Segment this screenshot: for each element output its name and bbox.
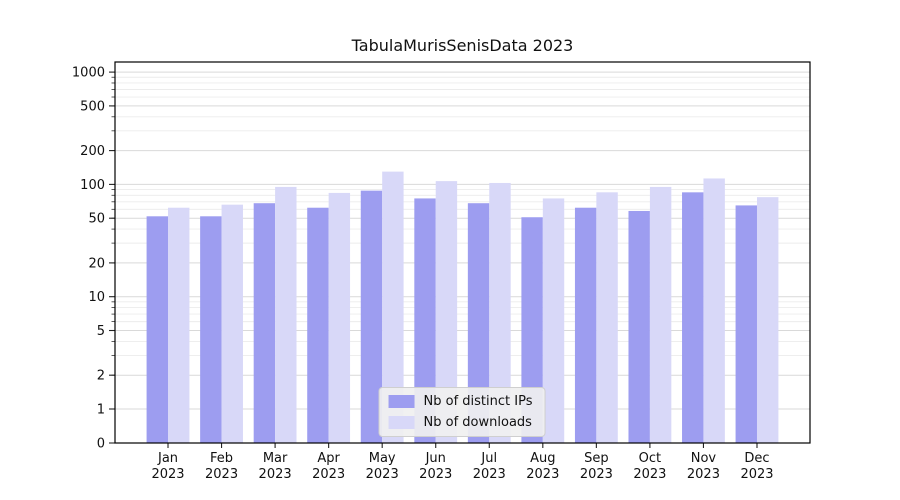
bar-downloads bbox=[649, 186, 672, 443]
x-tick-label-month: Jun bbox=[425, 451, 446, 466]
y-tick-label: 2 bbox=[97, 369, 105, 384]
bar-distinct-ips bbox=[574, 207, 597, 443]
legend-label-downloads: Nb of downloads bbox=[423, 415, 532, 430]
x-tick-label-year: 2023 bbox=[473, 467, 506, 482]
bar-distinct-ips bbox=[467, 203, 490, 443]
y-tick-label: 200 bbox=[80, 144, 105, 159]
bar-downloads bbox=[756, 197, 779, 443]
y-tick-label: 5 bbox=[97, 324, 105, 339]
bar-distinct-ips bbox=[200, 216, 222, 443]
legend-item-downloads: Nb of downloads bbox=[388, 415, 533, 430]
x-tick-label-year: 2023 bbox=[151, 467, 184, 482]
legend-swatch-distinct-ips bbox=[388, 395, 415, 408]
x-tick-label-month: Sep bbox=[584, 451, 609, 466]
bar-downloads bbox=[221, 204, 243, 443]
legend-swatch-downloads bbox=[388, 416, 415, 429]
x-tick-label-year: 2023 bbox=[740, 467, 773, 482]
bar-distinct-ips bbox=[307, 207, 329, 443]
y-tick-label: 500 bbox=[80, 99, 105, 114]
legend-label-distinct-ips: Nb of distinct IPs bbox=[423, 394, 533, 409]
bar-downloads bbox=[435, 181, 458, 443]
x-tick-label-year: 2023 bbox=[526, 467, 559, 482]
x-tick-label-month: Oct bbox=[639, 451, 661, 466]
y-tick-label: 20 bbox=[88, 256, 105, 271]
x-tick-label-year: 2023 bbox=[687, 467, 720, 482]
bars: Jan2023Feb2023Mar2023Apr2023May2023Jun20… bbox=[146, 171, 779, 482]
y-tick-label: 100 bbox=[80, 178, 105, 193]
bar-distinct-ips bbox=[360, 190, 383, 443]
chart-title: TabulaMurisSenisData 2023 bbox=[351, 36, 574, 55]
bar-distinct-ips bbox=[735, 205, 757, 443]
bar-downloads bbox=[489, 182, 511, 443]
bar-downloads bbox=[168, 207, 190, 443]
x-tick-label-year: 2023 bbox=[580, 467, 613, 482]
x-tick-label-month: May bbox=[369, 451, 396, 466]
x-tick-label-month: Apr bbox=[317, 451, 340, 466]
x-tick-label-year: 2023 bbox=[205, 467, 238, 482]
bar-distinct-ips bbox=[682, 192, 704, 443]
x-tick-label-month: Feb bbox=[210, 451, 233, 466]
x-tick-label-month: Aug bbox=[530, 451, 555, 466]
x-tick-label-year: 2023 bbox=[419, 467, 452, 482]
x-tick-label-year: 2023 bbox=[259, 467, 292, 482]
bar-distinct-ips bbox=[253, 203, 276, 443]
y-tick-label: 0 bbox=[97, 437, 105, 452]
bar-downloads bbox=[275, 186, 297, 443]
y-tick-label: 1000 bbox=[72, 66, 105, 81]
legend-item-distinct-ips: Nb of distinct IPs bbox=[388, 394, 533, 409]
x-tick-label-month: Nov bbox=[691, 451, 717, 466]
bar-downloads bbox=[596, 192, 618, 443]
bar-distinct-ips bbox=[521, 217, 543, 443]
x-tick-label-month: Jan bbox=[157, 451, 178, 466]
y-tick-label: 10 bbox=[88, 290, 105, 305]
plot-border bbox=[114, 61, 811, 444]
bar-distinct-ips bbox=[146, 216, 169, 443]
bar-downloads bbox=[328, 192, 351, 443]
bar-downloads bbox=[703, 178, 725, 444]
bar-distinct-ips bbox=[414, 198, 436, 443]
x-tick-label-month: Dec bbox=[744, 451, 769, 466]
legend: Nb of distinct IPs Nb of downloads bbox=[378, 387, 546, 437]
x-tick-label-month: Jul bbox=[480, 451, 497, 466]
bar-downloads bbox=[542, 198, 565, 443]
x-tick-label-year: 2023 bbox=[633, 467, 666, 482]
bar-downloads bbox=[382, 171, 404, 443]
y-tick-label: 1 bbox=[97, 403, 105, 418]
y-tick-label: 50 bbox=[88, 212, 105, 227]
x-tick-label-month: Mar bbox=[263, 451, 288, 466]
bar-distinct-ips bbox=[628, 210, 650, 443]
x-tick-label-year: 2023 bbox=[366, 467, 399, 482]
x-tick-label-year: 2023 bbox=[312, 467, 345, 482]
